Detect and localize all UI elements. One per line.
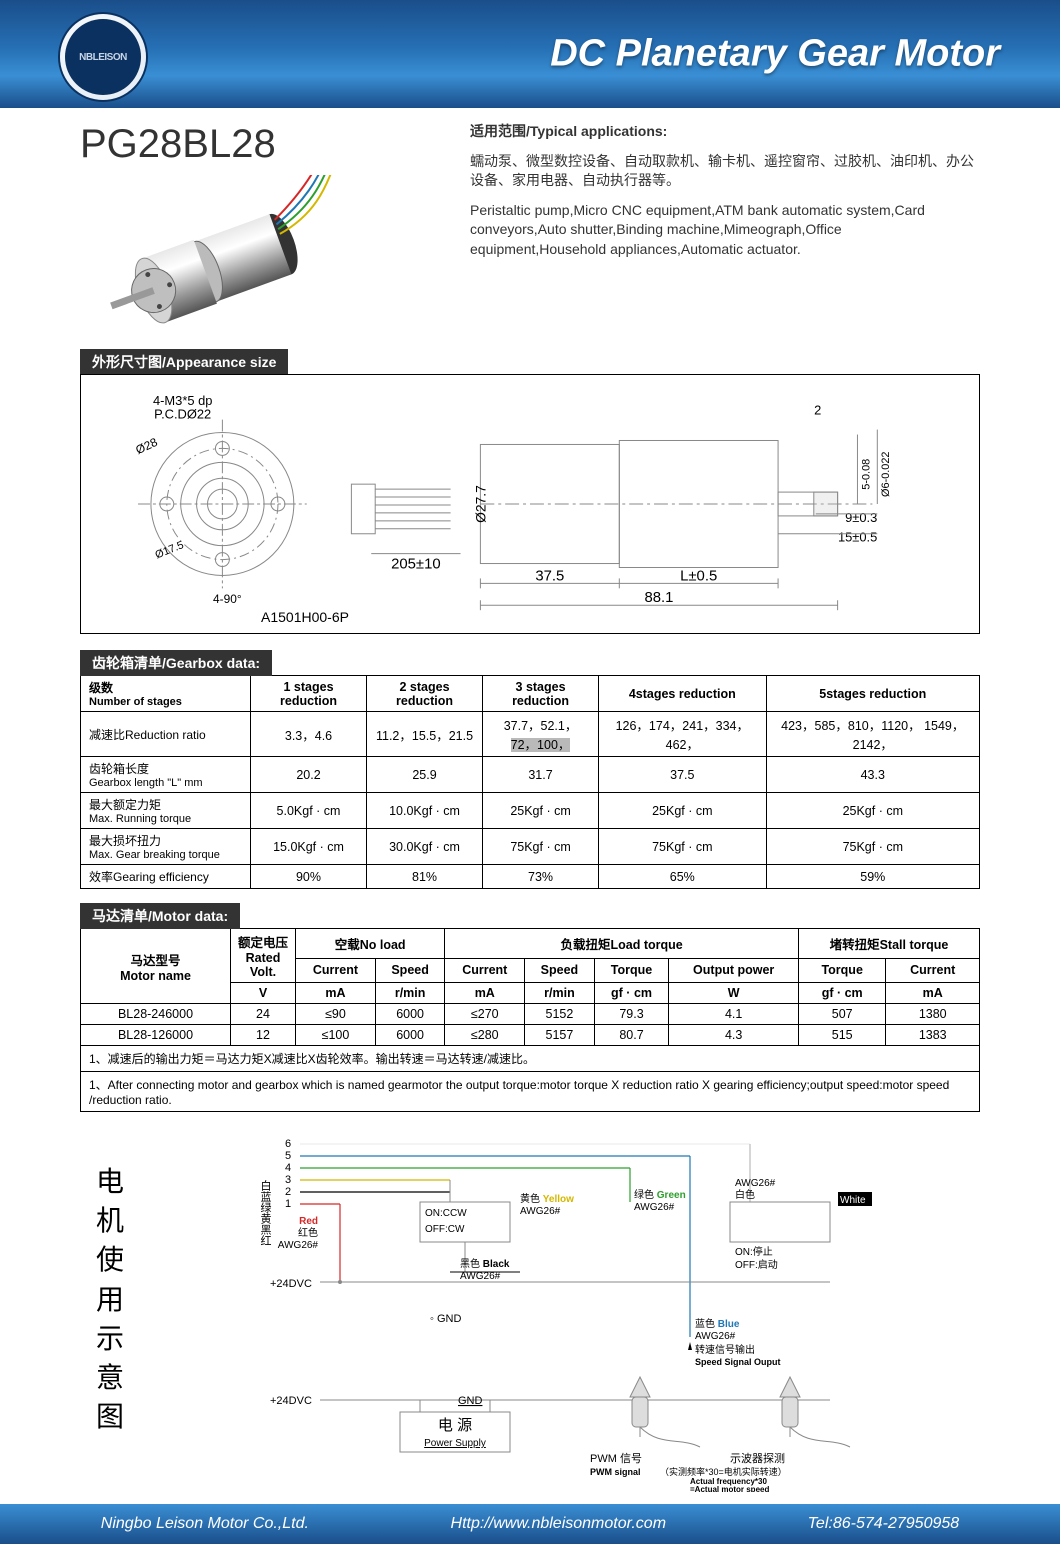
svg-text:电 源: 电 源 [438, 1417, 472, 1434]
svg-text:5: 5 [285, 1150, 291, 1162]
svg-text:4-90°: 4-90° [213, 592, 242, 606]
svg-text:5-0.08: 5-0.08 [860, 459, 872, 490]
svg-text:白蓝绿黄黑红: 白蓝绿黄黑红 [259, 1179, 272, 1246]
motor-table: 马达型号Motor name 额定电压Rated Volt. 空载No load… [80, 928, 980, 1046]
gb-row-length: 齿轮箱长度Gearbox length "L" mm 20.225.9 31.7… [81, 757, 980, 793]
svg-text:2: 2 [285, 1186, 291, 1198]
svg-text:88.1: 88.1 [645, 590, 674, 606]
gb-row-brktq: 最大损坏扭力Max. Gear breaking torque 15.0Kgf … [81, 829, 980, 865]
page-banner: NBLEISON DC Planetary Gear Motor [0, 0, 1060, 108]
gearbox-table: 级数 Number of stages 1 stages reduction 2… [80, 675, 980, 889]
svg-text:PWM signal: PWM signal [590, 1467, 641, 1477]
section-motor: 马达清单/Motor data: [80, 903, 240, 929]
svg-text:White: White [840, 1195, 866, 1206]
svg-text:9±0.3: 9±0.3 [845, 510, 877, 525]
svg-text:ON:CCW: ON:CCW [425, 1208, 467, 1219]
svg-text:OFF:启动: OFF:启动 [735, 1258, 778, 1271]
svg-text:AWG26#: AWG26# [695, 1331, 736, 1342]
svg-text:AWG26#: AWG26# [520, 1206, 561, 1217]
footer-url: Http://www.nbleisonmotor.com [451, 1515, 666, 1533]
footer-company: Ningbo Leison Motor Co.,Ltd. [101, 1515, 309, 1533]
svg-text:3: 3 [285, 1174, 291, 1186]
motor-row-1: BL28-12600012 ≤1006000 ≤2805157 80.74.3 … [81, 1025, 980, 1046]
svg-text:◦ GND: ◦ GND [430, 1313, 461, 1325]
svg-text:OFF:CW: OFF:CW [425, 1224, 465, 1235]
svg-text:205±10: 205±10 [391, 557, 441, 573]
gb-row-eff: 效率Gearing efficiency 90%81% 73%65%59% [81, 865, 980, 889]
gb-row-runtq: 最大额定力矩Max. Running torque 5.0Kgf · cm10.… [81, 793, 980, 829]
svg-text:Ø6-0.022: Ø6-0.022 [880, 451, 892, 496]
svg-text:=Actual motor speed: =Actual motor speed [690, 1485, 769, 1492]
svg-text:GND: GND [458, 1395, 483, 1407]
applications-title: 适用范围/Typical applications: [470, 122, 980, 142]
footer-tel: Tel:86-574-27950958 [808, 1515, 960, 1533]
svg-text:1: 1 [285, 1198, 291, 1210]
section-appearance: 外形尺寸图/Appearance size [80, 349, 288, 375]
svg-text:AWG26#: AWG26# [735, 1178, 776, 1189]
svg-text:Ø28: Ø28 [133, 435, 160, 457]
motor-row-0: BL28-24600024 ≤906000 ≤2705152 79.34.1 5… [81, 1004, 980, 1025]
svg-text:L±0.5: L±0.5 [680, 568, 717, 584]
svg-text:ON:停止: ON:停止 [735, 1245, 773, 1258]
svg-text:37.5: 37.5 [535, 568, 564, 584]
svg-text:黑色 Black: 黑色 Black [460, 1257, 510, 1270]
connector-label: A1501H00-6P [261, 609, 349, 625]
svg-text:蓝色 Blue: 蓝色 Blue [695, 1317, 740, 1330]
banner-title: DC Planetary Gear Motor [550, 33, 1000, 76]
page-footer: Ningbo Leison Motor Co.,Ltd. Http://www.… [0, 1504, 1060, 1544]
section-gearbox: 齿轮箱清单/Gearbox data: [80, 650, 272, 676]
svg-text:Ø17.5: Ø17.5 [154, 539, 186, 561]
svg-text:+24DVC: +24DVC [270, 1278, 312, 1290]
applications: 适用范围/Typical applications: 蠕动泵、微型数控设备、自动… [470, 122, 980, 345]
company-logo: NBLEISON [60, 14, 146, 100]
svg-text:AWG26#: AWG26# [634, 1202, 675, 1213]
svg-text:红色: 红色 [298, 1226, 318, 1239]
note-en: 1、After connecting motor and gearbox whi… [81, 1071, 979, 1111]
svg-text:PWM 信号: PWM 信号 [590, 1452, 642, 1465]
datasheet-page: NBLEISON DC Planetary Gear Motor PG28BL2… [0, 0, 1060, 1544]
notes: 1、减速后的输出力矩＝马达力矩X减速比X齿轮效率。输出转速＝马达转速/减速比。 … [80, 1046, 980, 1112]
svg-text:AWG26#: AWG26# [460, 1271, 501, 1282]
svg-text:转速信号输出: 转速信号输出 [695, 1343, 755, 1356]
svg-text:AWG26#: AWG26# [278, 1240, 319, 1251]
svg-text:4-M3*5 dp: 4-M3*5 dp [153, 393, 212, 408]
gb-header-row: 级数 Number of stages 1 stages reduction 2… [81, 676, 980, 712]
wiring-title: 电机使用示意图 [80, 1132, 140, 1492]
svg-text:绿色 Green: 绿色 Green [634, 1188, 686, 1201]
product-model: PG28BL28 [80, 122, 440, 167]
svg-text:6: 6 [285, 1138, 291, 1150]
applications-cn: 蠕动泵、微型数控设备、自动取款机、输卡机、遥控窗帘、过胶机、油印机、办公设备、家… [470, 152, 980, 191]
svg-text:15±0.5: 15±0.5 [838, 530, 877, 545]
svg-text:Ø27.7: Ø27.7 [472, 485, 488, 523]
product-photo [80, 175, 340, 345]
logo-text: NBLEISON [65, 19, 141, 95]
note-cn: 1、减速后的输出力矩＝马达力矩X减速比X齿轮效率。输出转速＝马达转速/减速比。 [81, 1046, 979, 1071]
svg-text:（实测频率*30=电机实际转速）: （实测频率*30=电机实际转速） [660, 1466, 787, 1477]
applications-en: Peristaltic pump,Micro CNC equipment,ATM… [470, 201, 980, 260]
svg-text:Speed Signal Ouput: Speed Signal Ouput [695, 1357, 781, 1367]
svg-text:Red: Red [299, 1216, 318, 1227]
svg-text:Power Supply: Power Supply [424, 1438, 486, 1449]
svg-text:4: 4 [285, 1162, 291, 1174]
svg-text:白色: 白色 [735, 1188, 755, 1201]
svg-text:示波器探测: 示波器探测 [730, 1452, 785, 1465]
svg-text:黄色 Yellow: 黄色 Yellow [520, 1192, 574, 1205]
svg-text:2: 2 [814, 403, 821, 418]
svg-text:+24DVC: +24DVC [270, 1395, 312, 1407]
svg-text:P.C.DØ22: P.C.DØ22 [154, 407, 211, 422]
appearance-diagram: 4-M3*5 dp P.C.DØ22 Ø28 Ø17.5 4-90° 205±1… [80, 374, 980, 634]
gb-row-ratio: 减速比Reduction ratio 3.3，4.611.2，15.5，21.5… [81, 712, 980, 757]
wiring-diagram: 6 5 4 3 2 1 白蓝绿黄黑红 [160, 1132, 980, 1492]
